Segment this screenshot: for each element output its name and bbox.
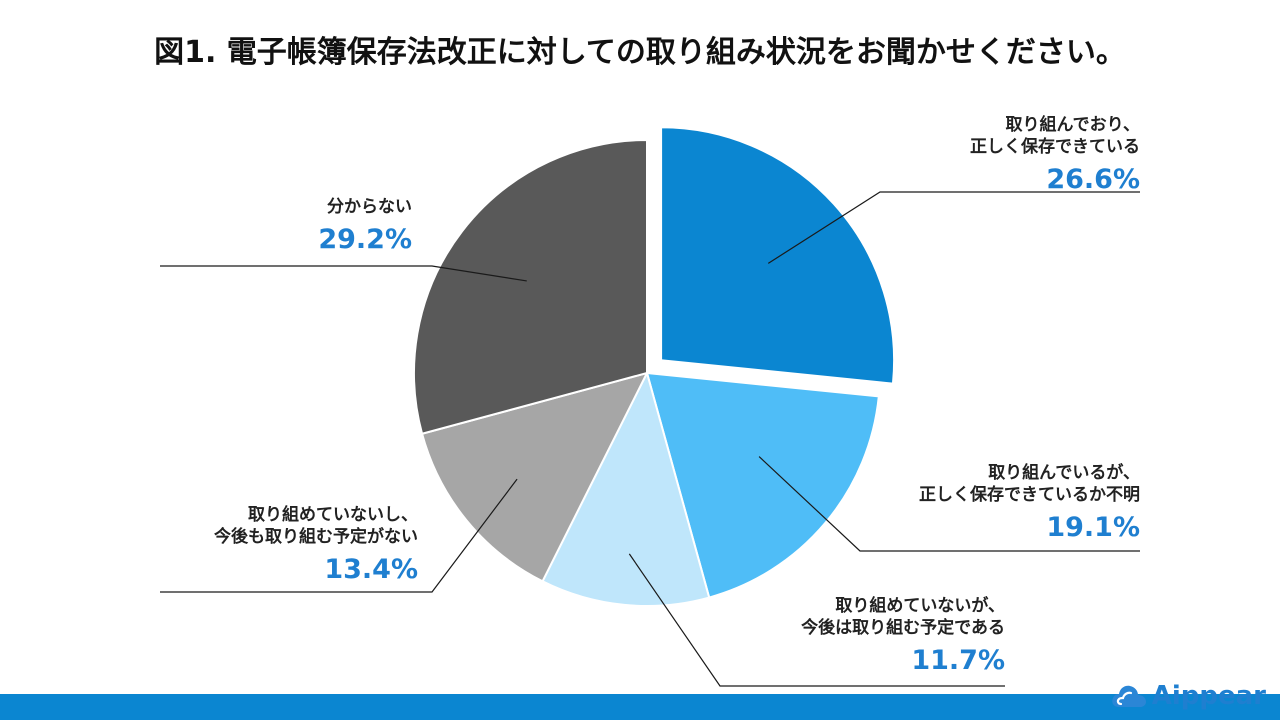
leader-line-4 (160, 478, 518, 593)
slice-label-5-line-1: 分からない (327, 197, 412, 217)
pie-slice-1 (660, 126, 896, 385)
leader-line-5 (160, 265, 527, 282)
slice-label-1-line-2: 正しく保存できている (970, 136, 1140, 157)
pie-slice-3 (541, 370, 711, 607)
chart-title: 図1. 電子帳簿保存法改正に対しての取り組み状況をお聞かせください。 (154, 35, 1126, 70)
slice-value-1: 26.6% (1046, 164, 1140, 195)
slice-value-4: 13.4% (324, 554, 418, 585)
slice-value-2: 19.1% (1046, 512, 1140, 543)
slice-label-3-line-2: 今後は取り組む予定である (801, 617, 1005, 638)
slice-value-5: 29.2% (318, 224, 412, 255)
brand-logo: Aippear (1110, 676, 1266, 716)
slice-label-2-line-1: 取り組んでいるが、 (988, 462, 1140, 483)
slice-label-4-line-2: 今後も取り組む予定がない (214, 526, 418, 547)
cloud-icon (1111, 685, 1146, 707)
pie-slice-4 (420, 371, 649, 583)
pie-slice-2 (645, 371, 880, 599)
slice-value-3: 11.7% (911, 645, 1005, 676)
leader-lines (160, 191, 1140, 687)
slice-label-2-line-2: 正しく保存できているか不明 (919, 484, 1140, 505)
leader-line-3 (628, 553, 1005, 687)
logo-text: Aippear (1151, 681, 1266, 711)
footer-bar (0, 694, 1280, 720)
leader-line-1 (767, 191, 1140, 264)
pie-slice-5 (413, 138, 648, 436)
pie-slices (413, 126, 896, 607)
leader-line-2 (758, 456, 1140, 552)
slice-label-3-line-1: 取り組めていないが、 (835, 595, 1005, 616)
slice-label-1-line-1: 取り組んでおり、 (1006, 114, 1140, 135)
slice-labels: 取り組んでおり、正しく保存できている 26.6% 取り組んでいるが、正しく保存できて… (214, 114, 1140, 676)
slice-label-4-line-1: 取り組めていないし、 (248, 504, 418, 525)
